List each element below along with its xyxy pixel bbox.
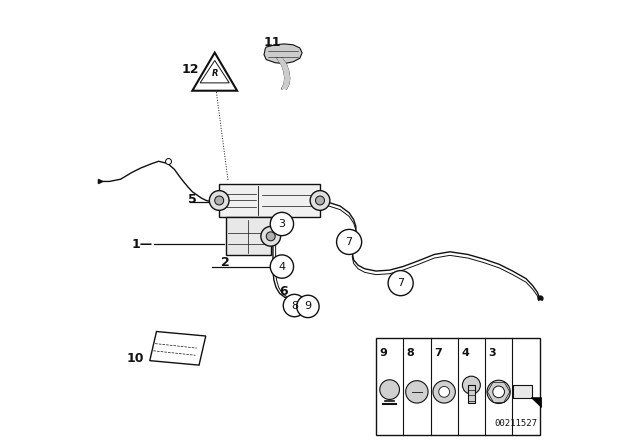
Polygon shape bbox=[193, 53, 237, 91]
Circle shape bbox=[388, 271, 413, 296]
Circle shape bbox=[284, 294, 306, 317]
Text: 00211527: 00211527 bbox=[494, 419, 538, 428]
Polygon shape bbox=[531, 398, 541, 408]
Text: 4: 4 bbox=[461, 348, 469, 358]
Text: 2: 2 bbox=[221, 255, 230, 269]
Text: 4: 4 bbox=[278, 262, 285, 271]
Circle shape bbox=[209, 191, 229, 211]
Bar bbox=[376, 338, 540, 435]
Circle shape bbox=[266, 232, 275, 241]
Polygon shape bbox=[264, 44, 302, 64]
FancyBboxPatch shape bbox=[220, 184, 320, 217]
Text: 8: 8 bbox=[406, 348, 414, 358]
Text: 5: 5 bbox=[188, 193, 196, 206]
Polygon shape bbox=[150, 332, 206, 365]
Text: 11: 11 bbox=[264, 36, 282, 49]
Circle shape bbox=[487, 380, 510, 404]
Circle shape bbox=[493, 386, 504, 398]
Circle shape bbox=[439, 387, 449, 397]
Circle shape bbox=[297, 295, 319, 318]
Circle shape bbox=[310, 191, 330, 211]
Text: 10: 10 bbox=[127, 352, 144, 365]
Circle shape bbox=[215, 196, 224, 205]
Text: 7: 7 bbox=[397, 278, 404, 288]
Circle shape bbox=[337, 229, 362, 254]
Circle shape bbox=[433, 381, 455, 403]
Text: 3: 3 bbox=[488, 348, 496, 358]
Bar bbox=[468, 385, 474, 403]
Circle shape bbox=[261, 227, 280, 246]
Text: 8: 8 bbox=[291, 301, 298, 310]
Text: 12: 12 bbox=[182, 63, 200, 76]
Circle shape bbox=[270, 255, 294, 278]
Circle shape bbox=[380, 380, 399, 400]
Text: 7: 7 bbox=[434, 348, 442, 358]
Circle shape bbox=[406, 381, 428, 403]
Circle shape bbox=[316, 196, 324, 205]
FancyBboxPatch shape bbox=[226, 217, 271, 255]
Text: 3: 3 bbox=[278, 219, 285, 229]
Text: 1—: 1— bbox=[132, 237, 153, 251]
Text: 9: 9 bbox=[305, 302, 312, 311]
Bar bbox=[513, 385, 532, 398]
Text: R: R bbox=[211, 69, 218, 78]
Text: 6: 6 bbox=[280, 284, 288, 298]
Circle shape bbox=[270, 212, 294, 236]
Text: 9: 9 bbox=[380, 348, 387, 358]
Polygon shape bbox=[200, 60, 229, 83]
Circle shape bbox=[463, 376, 481, 394]
Polygon shape bbox=[278, 58, 289, 89]
Text: 7: 7 bbox=[346, 237, 353, 247]
